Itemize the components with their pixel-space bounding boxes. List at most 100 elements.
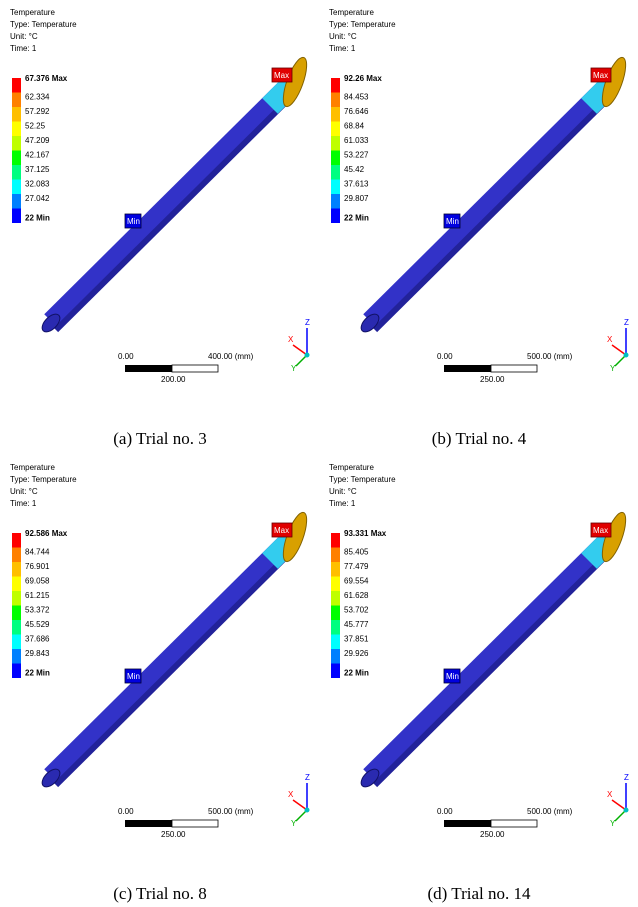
max-label: Max: [274, 526, 289, 535]
header-line: Temperature: [10, 8, 55, 17]
legend-label: 27.042: [25, 194, 50, 203]
axis-z-label: Z: [624, 773, 629, 782]
legend-label: 67.376 Max: [25, 74, 68, 83]
header-line: Type: Temperature: [329, 20, 396, 29]
scale-mid: 200.00: [161, 375, 186, 384]
legend-label: 76.646: [344, 107, 369, 116]
header-line: Temperature: [10, 463, 55, 472]
scale-black: [125, 365, 172, 372]
axis-origin: [624, 353, 629, 358]
legend-swatch: [331, 664, 340, 679]
max-label: Max: [593, 71, 608, 80]
legend-swatch: [12, 620, 21, 635]
legend-swatch: [12, 649, 21, 664]
legend-label: 77.479: [344, 562, 369, 571]
axis-x: [612, 800, 626, 810]
tube-shade: [375, 96, 611, 330]
tube: [371, 88, 607, 322]
legend-swatch: [12, 533, 21, 548]
axis-y-label: Y: [610, 819, 616, 828]
header-line: Temperature: [329, 463, 374, 472]
scale-end: 500.00 (mm): [208, 807, 254, 816]
legend-label: 29.843: [25, 649, 50, 658]
legend-swatch: [12, 107, 21, 122]
scale-mid: 250.00: [161, 830, 186, 839]
legend-label: 29.926: [344, 649, 369, 658]
legend-swatch: [331, 180, 340, 195]
legend-swatch: [331, 577, 340, 592]
tube: [371, 543, 607, 777]
legend-swatch: [331, 122, 340, 137]
legend-label: 76.901: [25, 562, 50, 571]
legend-label: 61.033: [344, 136, 369, 145]
legend-swatch: [331, 562, 340, 577]
legend-swatch: [331, 194, 340, 209]
scale-white: [172, 820, 218, 827]
scale-mid: 250.00: [480, 830, 505, 839]
min-label: Min: [127, 672, 140, 681]
legend-swatch: [12, 165, 21, 180]
legend-label: 61.628: [344, 591, 369, 600]
legend-swatch: [331, 635, 340, 650]
legend-swatch: [12, 606, 21, 621]
legend-label: 68.84: [344, 122, 365, 131]
axis-x: [293, 345, 307, 355]
legend-label: 84.744: [25, 548, 50, 557]
legend-label: 85.405: [344, 548, 369, 557]
legend-swatch: [331, 548, 340, 563]
panel: TemperatureType: TemperatureUnit: °CTime…: [329, 8, 630, 448]
legend-swatch: [12, 562, 21, 577]
legend-label: 22 Min: [344, 669, 369, 678]
legend-swatch: [12, 194, 21, 209]
axis-x-label: X: [607, 790, 613, 799]
legend-label: 37.613: [344, 180, 369, 189]
header-line: Unit: °C: [10, 32, 38, 41]
legend-label: 22 Min: [344, 214, 369, 223]
legend-swatch: [331, 165, 340, 180]
legend-label: 69.554: [344, 577, 369, 586]
scale-end: 500.00 (mm): [527, 352, 573, 361]
header-line: Time: 1: [10, 44, 37, 53]
legend-swatch: [12, 136, 21, 151]
axis-z-label: Z: [624, 318, 629, 327]
legend-swatch: [12, 122, 21, 137]
header-line: Unit: °C: [329, 32, 357, 41]
legend-label: 93.331 Max: [344, 529, 387, 538]
legend-swatch: [331, 151, 340, 166]
tube: [52, 543, 288, 777]
axis-z-label: Z: [305, 318, 310, 327]
legend-swatch: [331, 93, 340, 108]
tube-shade: [56, 96, 292, 330]
legend-swatch: [331, 620, 340, 635]
axis-y-label: Y: [291, 364, 297, 373]
legend-swatch: [12, 548, 21, 563]
min-label: Min: [127, 217, 140, 226]
legend-swatch: [12, 209, 21, 224]
legend-swatch: [12, 591, 21, 606]
legend-label: 22 Min: [25, 214, 50, 223]
legend-swatch: [331, 591, 340, 606]
legend-label: 52.25: [25, 122, 46, 131]
scale-white: [491, 820, 537, 827]
axis-y-label: Y: [610, 364, 616, 373]
legend-swatch: [331, 649, 340, 664]
legend-label: 92.26 Max: [344, 74, 382, 83]
legend-label: 92.586 Max: [25, 529, 68, 538]
legend-swatch: [12, 93, 21, 108]
legend-label: 69.058: [25, 577, 50, 586]
scale-black: [444, 365, 491, 372]
legend-swatch: [331, 78, 340, 93]
axis-y-label: Y: [291, 819, 297, 828]
legend-label: 45.777: [344, 620, 369, 629]
axis-x-label: X: [288, 335, 294, 344]
tube-shade: [375, 551, 611, 785]
legend-label: 61.215: [25, 591, 50, 600]
scale-mid: 250.00: [480, 375, 505, 384]
max-label: Max: [274, 71, 289, 80]
header-line: Type: Temperature: [329, 475, 396, 484]
axis-x-label: X: [607, 335, 613, 344]
axis-origin: [305, 353, 310, 358]
legend-label: 37.851: [344, 635, 369, 644]
